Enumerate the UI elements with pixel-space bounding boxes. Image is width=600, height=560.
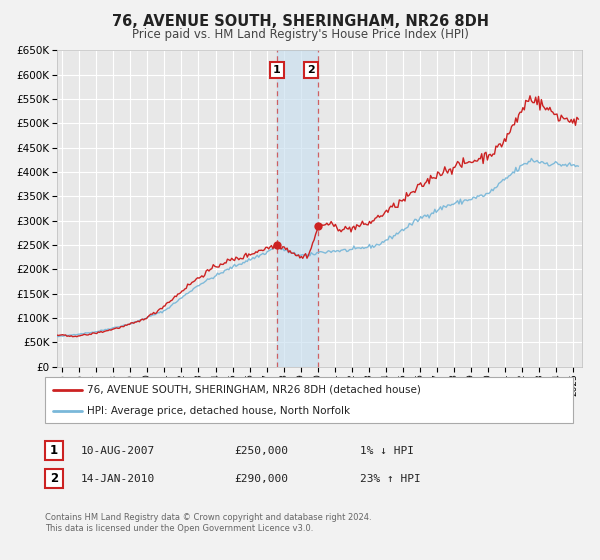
Text: 76, AVENUE SOUTH, SHERINGHAM, NR26 8DH (detached house): 76, AVENUE SOUTH, SHERINGHAM, NR26 8DH (… (87, 385, 421, 395)
Text: £290,000: £290,000 (234, 474, 288, 484)
Text: Contains HM Land Registry data © Crown copyright and database right 2024.: Contains HM Land Registry data © Crown c… (45, 513, 371, 522)
Text: 2: 2 (50, 472, 58, 486)
Text: 14-JAN-2010: 14-JAN-2010 (81, 474, 155, 484)
Text: 1: 1 (50, 444, 58, 458)
Text: 10-AUG-2007: 10-AUG-2007 (81, 446, 155, 456)
Text: HPI: Average price, detached house, North Norfolk: HPI: Average price, detached house, Nort… (87, 407, 350, 416)
Text: 1% ↓ HPI: 1% ↓ HPI (360, 446, 414, 456)
Text: 2: 2 (307, 65, 315, 75)
Text: £250,000: £250,000 (234, 446, 288, 456)
Text: This data is licensed under the Open Government Licence v3.0.: This data is licensed under the Open Gov… (45, 524, 313, 533)
Text: 76, AVENUE SOUTH, SHERINGHAM, NR26 8DH: 76, AVENUE SOUTH, SHERINGHAM, NR26 8DH (112, 14, 488, 29)
Text: 1: 1 (273, 65, 281, 75)
Text: 23% ↑ HPI: 23% ↑ HPI (360, 474, 421, 484)
Bar (277, 50, 319, 367)
Text: Price paid vs. HM Land Registry's House Price Index (HPI): Price paid vs. HM Land Registry's House … (131, 28, 469, 41)
